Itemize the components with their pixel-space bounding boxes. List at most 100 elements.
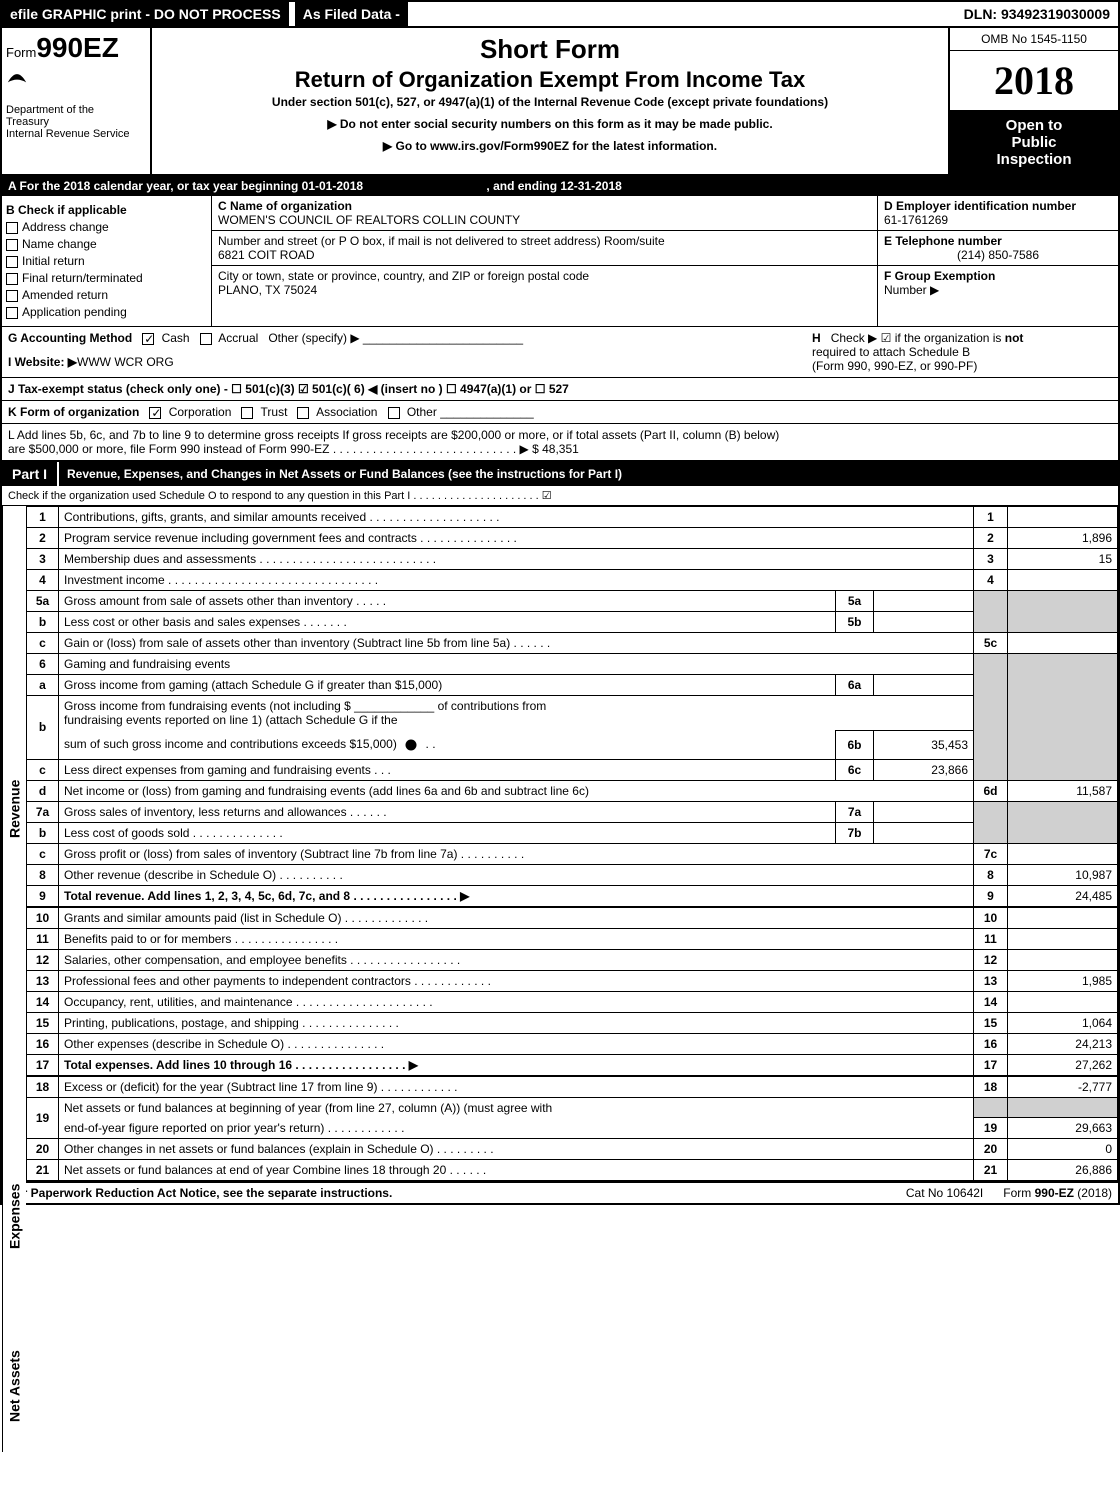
inspection-line1: Open to [954,117,1114,134]
checkbox-icon[interactable] [6,273,18,285]
revenue-vlabel: Revenue [2,506,26,1112]
lines-table: 1 Contributions, gifts, grants, and simi… [26,506,1118,1181]
line-5c: c Gain or (loss) from sale of assets oth… [27,633,1118,654]
chk-final-return[interactable]: Final return/terminated [6,271,207,285]
tel-value: (214) 850-7586 [884,248,1112,262]
expenses-vlabel: Expenses [2,1112,26,1320]
chk-cash[interactable] [142,333,154,345]
omb-number: OMB No 1545-1150 [950,28,1118,51]
line-7a: 7a Gross sales of inventory, less return… [27,801,1118,822]
group-label: F Group Exemption [884,269,995,283]
paperwork-notice: For Paperwork Reduction Act Notice, see … [8,1186,886,1200]
line-6b-2: sum of such gross income and contributio… [27,731,1118,760]
checkbox-icon[interactable] [6,290,18,302]
g-label: G Accounting Method [8,331,132,345]
chk-initial-return[interactable]: Initial return [6,254,207,268]
chk-trust[interactable] [241,407,253,419]
short-form-title: Short Form [160,34,940,65]
line-12: 12 Salaries, other compensation, and emp… [27,949,1118,970]
line-7b: b Less cost of goods sold . . . . . . . … [27,822,1118,843]
h-not: not [1005,331,1024,345]
irs-eagle-icon [6,64,28,86]
page-footer: For Paperwork Reduction Act Notice, see … [2,1181,1118,1203]
form-990ez-big: 990EZ [36,32,119,63]
k-label: K Form of organization [8,405,139,419]
line-13: 13 Professional fees and other payments … [27,970,1118,991]
checkbox-icon[interactable] [6,239,18,251]
c-name-label: C Name of organization [218,199,352,213]
line-14: 14 Occupancy, rent, utilities, and maint… [27,991,1118,1012]
column-c: C Name of organization WOMEN'S COUNCIL O… [212,196,878,326]
h-text3: (Form 990, 990-EZ, or 990-PF) [812,359,977,373]
checkbox-icon[interactable] [6,256,18,268]
tax-year: 2018 [950,51,1118,111]
row-a-begin: A For the 2018 calendar year, or tax yea… [8,179,363,193]
line-11: 11 Benefits paid to or for members . . .… [27,928,1118,949]
dept-line1: Department of the [6,104,146,116]
ein-value: 61-1761269 [884,213,1112,227]
line-6d: d Net income or (loss) from gaming and f… [27,780,1118,801]
inspection-line2: Public [954,134,1114,151]
part1-tab: Part I [2,462,59,486]
chk-other-org[interactable] [388,407,400,419]
form-page: efile GRAPHIC print - DO NOT PROCESS As … [0,0,1120,1205]
dept-line3: Internal Revenue Service [6,128,146,140]
line-5b: b Less cost or other basis and sales exp… [27,612,1118,633]
chk-corporation[interactable] [149,407,161,419]
line-4: 4 Investment income . . . . . . . . . . … [27,570,1118,591]
chk-association[interactable] [297,407,309,419]
line-17: 17 Total expenses. Add lines 10 through … [27,1054,1118,1076]
group-number-line: Number ▶ [884,283,1112,297]
inspection-line3: Inspection [954,151,1114,168]
lines-wrapper: Revenue Expenses Net Assets 1 Contributi… [2,506,1118,1181]
asfiled-label: As Filed Data - [295,2,408,26]
line-1: 1 Contributions, gifts, grants, and simi… [27,507,1118,528]
line-3: 3 Membership dues and assessments . . . … [27,549,1118,570]
tel-label: E Telephone number [884,234,1002,248]
chk-application-pending[interactable]: Application pending [6,305,207,319]
inspection-block: Open to Public Inspection [950,111,1118,174]
line-19: 19 Net assets or fund balances at beginn… [27,1097,1118,1118]
org-name: WOMEN'S COUNCIL OF REALTORS COLLIN COUNT… [218,213,871,227]
section-bcd: B Check if applicable Address change Nam… [2,196,1118,327]
chk-accrual[interactable] [200,333,212,345]
ssn-warning: ▶ Do not enter social security numbers o… [160,117,940,131]
line-5a: 5a Gross amount from sale of assets othe… [27,591,1118,612]
city-label: City or town, state or province, country… [218,269,871,283]
dept-line2: Treasury [6,116,146,128]
checkbox-icon[interactable] [6,307,18,319]
checkbox-icon[interactable] [6,222,18,234]
department-block: Department of the Treasury Internal Reve… [6,86,146,140]
link-icon [400,734,422,756]
line-19b: end-of-year figure reported on prior yea… [27,1118,1118,1139]
line-16: 16 Other expenses (describe in Schedule … [27,1033,1118,1054]
j-text: J Tax-exempt status (check only one) - ☐… [8,382,569,396]
row-g-accounting: G Accounting Method Cash Accrual Other (… [2,327,1118,378]
header-center-block: Short Form Return of Organization Exempt… [152,28,948,174]
column-d: D Employer identification number 61-1761… [878,196,1118,326]
city-value: PLANO, TX 75024 [218,283,871,297]
l-text1: L Add lines 5b, 6c, and 7b to line 9 to … [8,428,1112,442]
part1-title: Revenue, Expenses, and Changes in Net As… [59,463,1118,485]
b-heading: B Check if applicable [6,203,127,217]
dln-label: DLN: 93492319030009 [956,2,1118,26]
line-6c: c Less direct expenses from gaming and f… [27,759,1118,780]
line-7c: c Gross profit or (loss) from sales of i… [27,843,1118,864]
part1-subtitle: Check if the organization used Schedule … [2,486,1118,506]
form-number: Form990EZ [6,32,146,64]
efile-label: efile GRAPHIC print - DO NOT PROCESS [2,2,289,26]
chk-address-change[interactable]: Address change [6,220,207,234]
line-6b-1: b Gross income from fundraising events (… [27,696,1118,731]
main-title: Return of Organization Exempt From Incom… [160,67,940,93]
line-2: 2 Program service revenue including gove… [27,528,1118,549]
line-18: 18 Excess or (deficit) for the year (Sub… [27,1076,1118,1098]
chk-name-change[interactable]: Name change [6,237,207,251]
line-21: 21 Net assets or fund balances at end of… [27,1160,1118,1181]
ein-label: D Employer identification number [884,199,1076,213]
i-label: I Website: ▶ [8,355,77,369]
chk-amended-return[interactable]: Amended return [6,288,207,302]
line-6a: a Gross income from gaming (attach Sched… [27,675,1118,696]
line-20: 20 Other changes in net assets or fund b… [27,1139,1118,1160]
h-label: H [812,331,821,345]
street-value: 6821 COIT ROAD [218,248,871,262]
